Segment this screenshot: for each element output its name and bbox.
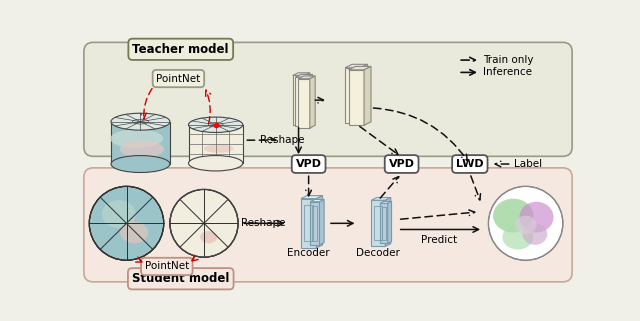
Polygon shape	[371, 200, 385, 247]
Text: Decoder: Decoder	[356, 247, 400, 257]
Polygon shape	[310, 202, 319, 245]
Polygon shape	[349, 66, 371, 70]
Ellipse shape	[520, 202, 554, 232]
Ellipse shape	[515, 216, 536, 234]
Text: Label: Label	[514, 159, 542, 169]
Polygon shape	[301, 199, 316, 248]
Polygon shape	[388, 201, 392, 243]
Polygon shape	[298, 79, 310, 128]
Ellipse shape	[488, 187, 563, 260]
Polygon shape	[301, 195, 323, 199]
Polygon shape	[385, 197, 391, 247]
Polygon shape	[319, 199, 324, 245]
Ellipse shape	[204, 144, 234, 153]
Polygon shape	[310, 76, 316, 128]
Ellipse shape	[120, 141, 164, 158]
Ellipse shape	[120, 222, 148, 243]
Ellipse shape	[111, 113, 170, 130]
Ellipse shape	[502, 225, 533, 249]
Text: VPD: VPD	[296, 159, 322, 169]
Polygon shape	[380, 203, 388, 243]
Ellipse shape	[102, 200, 136, 228]
Ellipse shape	[170, 189, 238, 257]
Ellipse shape	[90, 187, 164, 260]
Polygon shape	[307, 74, 312, 126]
Text: PointNet: PointNet	[156, 74, 200, 83]
Ellipse shape	[110, 129, 163, 148]
Text: Student model: Student model	[132, 272, 229, 285]
Polygon shape	[292, 75, 305, 125]
Polygon shape	[360, 64, 367, 123]
Polygon shape	[310, 199, 324, 202]
Polygon shape	[364, 66, 371, 125]
Polygon shape	[296, 74, 312, 77]
Ellipse shape	[189, 156, 243, 171]
Text: Teacher model: Teacher model	[132, 43, 229, 56]
Ellipse shape	[200, 231, 217, 243]
Ellipse shape	[111, 156, 170, 172]
Text: Reshape: Reshape	[260, 135, 304, 145]
Polygon shape	[189, 125, 243, 163]
Text: VPD: VPD	[388, 159, 415, 169]
Polygon shape	[292, 73, 310, 75]
Polygon shape	[316, 195, 323, 248]
Polygon shape	[380, 201, 392, 203]
Text: Train only: Train only	[483, 55, 534, 65]
Polygon shape	[111, 122, 170, 164]
Text: Predict: Predict	[420, 235, 457, 245]
Text: Encoder: Encoder	[287, 247, 330, 257]
Polygon shape	[371, 197, 391, 200]
Polygon shape	[345, 64, 367, 68]
Ellipse shape	[493, 199, 533, 232]
Polygon shape	[345, 68, 360, 123]
Polygon shape	[349, 70, 364, 125]
Polygon shape	[305, 73, 310, 125]
Polygon shape	[296, 77, 307, 126]
Text: Reshape: Reshape	[241, 218, 286, 228]
Text: Inference: Inference	[483, 67, 532, 77]
FancyBboxPatch shape	[84, 168, 572, 282]
Polygon shape	[298, 76, 316, 79]
Ellipse shape	[522, 223, 547, 245]
Text: PointNet: PointNet	[145, 261, 189, 272]
Text: LWD: LWD	[456, 159, 484, 169]
FancyBboxPatch shape	[84, 42, 572, 156]
Ellipse shape	[189, 117, 243, 133]
